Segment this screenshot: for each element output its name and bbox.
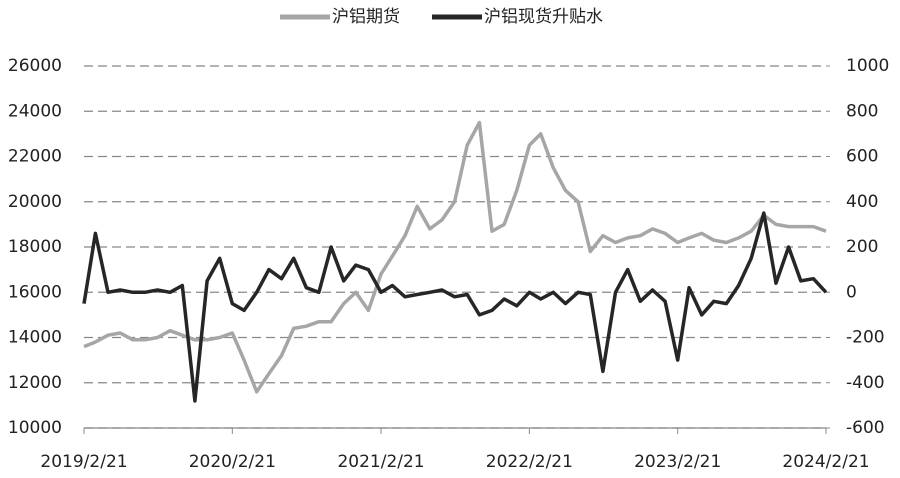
y2-tick-label: -400 xyxy=(846,373,885,393)
y2-tick-label: -600 xyxy=(846,418,885,438)
x-tick-label: 2024/2/21 xyxy=(782,452,869,472)
series-line xyxy=(82,211,828,403)
x-tick-label: 2019/2/21 xyxy=(40,452,127,472)
y-tick-label: 22000 xyxy=(8,147,62,167)
y-tick-label: 20000 xyxy=(8,192,62,212)
y2-tick-label: 600 xyxy=(846,147,878,167)
y2-tick-label: 1000 xyxy=(846,56,889,76)
legend-label: 沪铝期货 xyxy=(332,7,400,27)
y2-tick-label: -200 xyxy=(846,328,885,348)
y2-tick-label: 200 xyxy=(846,237,878,257)
x-tick-label: 2020/2/21 xyxy=(189,452,276,472)
y-tick-label: 14000 xyxy=(8,328,62,348)
x-tick-label: 2021/2/21 xyxy=(337,452,424,472)
legend-label: 沪铝现货升贴水 xyxy=(484,7,603,27)
y-tick-label: 26000 xyxy=(8,56,62,76)
x-tick-label: 2022/2/21 xyxy=(486,452,573,472)
y2-tick-label: 0 xyxy=(846,282,857,302)
y-tick-label: 18000 xyxy=(8,237,62,257)
y2-tick-label: 800 xyxy=(846,101,878,121)
y-tick-label: 24000 xyxy=(8,101,62,121)
series-line xyxy=(83,120,827,394)
y-tick-label: 16000 xyxy=(8,282,62,302)
y-tick-label: 10000 xyxy=(8,418,62,438)
y-tick-label: 12000 xyxy=(8,373,62,393)
x-tick-label: 2023/2/21 xyxy=(634,452,721,472)
y2-tick-label: 400 xyxy=(846,192,878,212)
